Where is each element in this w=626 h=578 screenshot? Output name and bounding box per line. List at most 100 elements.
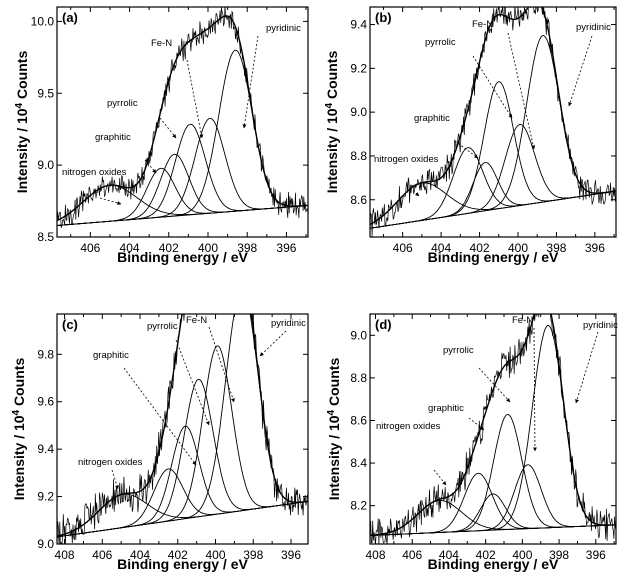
x-tick-label: 396 — [281, 548, 301, 562]
fit-component — [57, 345, 308, 538]
raw-spectrum — [57, 7, 308, 228]
y-tick-label: 9.4 — [37, 442, 54, 456]
annotation-arrow — [111, 469, 119, 490]
raw-spectrum — [57, 314, 308, 544]
peak-annotation: pyridinic — [576, 22, 611, 33]
annotation-arrow — [123, 367, 197, 466]
panel-label: (b) — [375, 10, 392, 25]
x-tick-label: 404 — [130, 548, 150, 562]
panel-label: (a) — [62, 10, 78, 25]
y-tick-label: 9.0 — [350, 105, 367, 119]
annotation-arrow — [144, 159, 157, 174]
x-tick-label: 408 — [55, 548, 75, 562]
x-axis-title: Binding energy / eV — [117, 556, 248, 572]
annotation-arrow — [507, 32, 536, 150]
y-tick-label: 10.0 — [31, 14, 55, 28]
peak-annotation: pyridinic — [271, 318, 306, 329]
y-tick-label: 9.4 — [350, 18, 367, 32]
annotation-arrow — [532, 327, 537, 452]
annotation-arrow — [208, 326, 235, 403]
x-tick-label: 406 — [402, 548, 422, 562]
x-tick-label: 396 — [585, 241, 605, 255]
plot-frame — [369, 313, 617, 545]
x-tick-label: 404 — [439, 548, 459, 562]
x-tick-label: 402 — [470, 241, 490, 255]
raw-spectrum — [370, 314, 616, 544]
x-tick-label: 402 — [159, 241, 179, 255]
x-tick-label: 400 — [508, 241, 528, 255]
fit-component — [370, 35, 616, 229]
xps-panel: 408 406 404 402 400 398 396 9.0 9.2 9.4 9.6 9.8 (c) B… — [11, 313, 309, 572]
annotation-arrow — [468, 417, 485, 431]
fit-component — [370, 124, 616, 229]
panel-label: (c) — [62, 317, 78, 332]
peak-annotation: Fe-N — [512, 315, 533, 326]
peak-annotation: pyrrolic — [107, 98, 138, 109]
y-axis-title: Intensity / 104 Counts — [324, 51, 340, 194]
fit-component — [370, 414, 616, 536]
x-tick-label: 406 — [92, 548, 112, 562]
peak-annotation: nitrogen oxides — [374, 154, 439, 165]
y-tick-label: 8.4 — [350, 456, 367, 470]
plot-frame — [56, 313, 309, 545]
peak-annotation: nitrogen oxides — [62, 167, 127, 178]
peak-annotation: nitrogen oxides — [78, 457, 143, 468]
y-tick-label: 8.5 — [37, 230, 54, 244]
x-tick-label: 404 — [120, 241, 140, 255]
x-tick-label: 406 — [80, 241, 100, 255]
y-axis-title: Intensity / 104 Counts — [14, 51, 30, 194]
y-tick-label: 8.6 — [350, 193, 367, 207]
peak-annotation: pyrrolic — [425, 37, 456, 48]
peak-annotation: graphitic — [95, 132, 131, 143]
x-tick-label: 404 — [431, 241, 451, 255]
y-tick-label: 9.8 — [37, 347, 54, 361]
peak-annotation: pyridinic — [266, 23, 301, 34]
xps-panel: 406 404 402 400 398 396 8.5 9.0 9.5 10.0 (a) Bindin… — [14, 6, 309, 265]
x-tick-label: 400 — [198, 241, 218, 255]
x-tick-label: 400 — [512, 548, 532, 562]
y-tick-label: 8.8 — [350, 371, 367, 385]
x-axis-title: Binding energy / eV — [428, 556, 559, 572]
annotation-arrow — [259, 330, 287, 357]
peak-annotation: Fe-N — [151, 38, 172, 49]
annotation-arrow — [186, 59, 204, 139]
fit-envelope — [370, 314, 616, 536]
annotation-arrow — [575, 331, 599, 404]
y-tick-label: 8.8 — [350, 149, 367, 163]
x-tick-label: 398 — [549, 548, 569, 562]
peak-annotation: pyrrolic — [147, 321, 178, 332]
x-tick-label: 398 — [237, 241, 257, 255]
y-tick-label: 9.0 — [37, 158, 54, 172]
annotation-arrow — [159, 117, 177, 139]
x-tick-label: 396 — [586, 548, 606, 562]
y-tick-label: 8.6 — [350, 413, 367, 427]
plot-frame — [369, 6, 617, 238]
annotation-arrow — [99, 197, 122, 205]
peak-annotation: pyridinic — [583, 320, 618, 331]
y-tick-label: 9.0 — [37, 537, 54, 551]
y-tick-label: 8.2 — [350, 499, 367, 513]
x-tick-label: 408 — [365, 548, 385, 562]
x-tick-label: 400 — [206, 548, 226, 562]
annotation-arrow — [242, 35, 259, 129]
x-tick-label: 402 — [476, 548, 496, 562]
peak-annotation: graphitic — [428, 403, 464, 414]
x-tick-label: 398 — [546, 241, 566, 255]
annotation-arrow — [472, 55, 513, 119]
plot-frame — [56, 6, 309, 238]
y-tick-label: 9.2 — [350, 61, 367, 75]
y-tick-label: 9.5 — [37, 86, 54, 100]
annotation-arrow — [568, 35, 593, 107]
annotation-arrow — [175, 339, 210, 426]
x-tick-label: 396 — [276, 241, 296, 255]
peak-annotation: Fe-N — [186, 315, 207, 326]
y-tick-label: 9.0 — [350, 328, 367, 342]
peak-annotation: Fe-N — [472, 19, 493, 30]
fit-envelope — [57, 314, 308, 537]
y-axis-title: Intensity / 104 Counts — [11, 358, 27, 501]
x-tick-label: 398 — [243, 548, 263, 562]
xps-panel: 408 406 404 402 400 398 396 8.2 8.4 8.6 8.8 9.0 (d) B… — [326, 313, 618, 572]
y-axis-title: Intensity / 104 Counts — [326, 358, 342, 501]
peak-annotation: graphitic — [93, 350, 129, 361]
